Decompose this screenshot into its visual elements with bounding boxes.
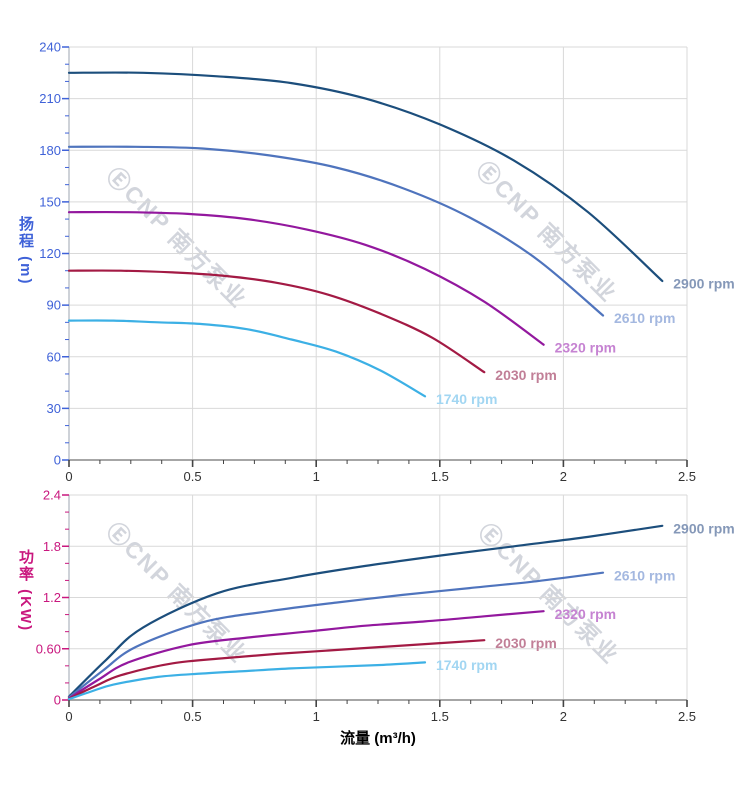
head-label-1740-rpm: 1740 rpm [436,391,497,407]
head-y-axis-title: 扬程 (m) [17,216,34,286]
head-curve-2030-rpm [67,269,486,374]
y-tick-label: 90 [47,298,61,313]
power-x-ticks [68,700,688,707]
head-label-2030-rpm: 2030 rpm [495,367,556,383]
x-tick-label: 1.5 [431,709,449,724]
x-tick-label: 0 [65,469,72,484]
x-tick-label: 2.5 [678,709,696,724]
power-label-2610-rpm: 2610 rpm [614,567,675,583]
head-y-ticks [62,46,69,461]
power-curve-2610-rpm [67,571,605,699]
power-curve-2030-rpm [67,639,486,700]
head-y-tick-labels: 0 30 60 90 120 150 180 210 240 [39,40,61,468]
power-chart: 0 0.60 1.2 1.8 2.4 0 0.5 1 1.5 2 2.5 2900 rpm 2610 r… [36,488,735,725]
head-x-ticks [68,460,688,467]
x-tick-label: 0.5 [184,469,202,484]
y-tick-label: 0.60 [36,641,61,656]
power-label-2320-rpm: 2320 rpm [555,606,616,622]
power-curve-2320-rpm [67,610,545,700]
x-tick-label: 2.5 [678,469,696,484]
power-curve-2900-rpm [67,524,664,698]
power-y-ticks [62,494,69,701]
y-tick-label: 150 [39,194,61,209]
x-tick-label: 1 [313,469,320,484]
y-tick-label: 180 [39,143,61,158]
y-tick-label: 2.4 [43,488,61,503]
x-tick-label: 2 [560,709,567,724]
y-tick-label: 240 [39,40,61,55]
head-chart: 0 30 60 90 120 150 180 210 240 0 0.5 1 1.5 2 2.5 2900 r… [39,40,734,485]
power-label-2030-rpm: 2030 rpm [495,635,556,651]
y-tick-label: 60 [47,349,61,364]
x-tick-label: 0.5 [184,709,202,724]
head-curve-2320-rpm [67,210,545,346]
y-tick-label: 30 [47,401,61,416]
head-grid [69,46,688,460]
head-label-2610-rpm: 2610 rpm [614,310,675,326]
power-label-2900-rpm: 2900 rpm [673,520,734,536]
flow-x-axis-title: 流量 (m³/h) [340,730,416,747]
head-x-tick-labels: 0 0.5 1 1.5 2 2.5 [65,469,696,484]
y-tick-label: 0 [54,693,61,708]
power-y-axis-title: 功率 (KW) [17,549,34,633]
head-label-2900-rpm: 2900 rpm [673,276,734,292]
head-curve-2900-rpm [67,71,664,283]
x-tick-label: 2 [560,469,567,484]
power-curve-1740-rpm [67,661,427,701]
power-label-1740-rpm: 1740 rpm [436,657,497,673]
x-tick-label: 1.5 [431,469,449,484]
y-tick-label: 210 [39,91,61,106]
y-tick-label: 120 [39,246,61,261]
head-label-2320-rpm: 2320 rpm [555,339,616,355]
x-tick-label: 0 [65,709,72,724]
power-x-tick-labels: 0 0.5 1 1.5 2 2.5 [65,709,696,724]
y-tick-label: 0 [54,453,61,468]
x-tick-label: 1 [313,709,320,724]
y-tick-label: 1.8 [43,539,61,554]
head-curve-1740-rpm [67,319,427,398]
head-curve-2610-rpm [67,145,605,317]
y-tick-label: 1.2 [43,590,61,605]
power-y-tick-labels: 0 0.60 1.2 1.8 2.4 [36,488,61,708]
